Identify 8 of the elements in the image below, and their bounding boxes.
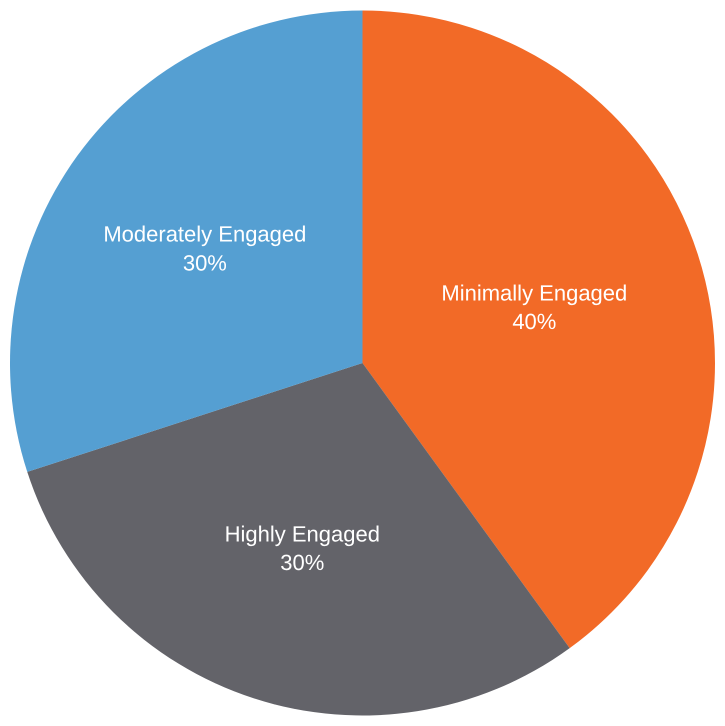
- slice-label: Highly Engaged: [224, 522, 380, 547]
- slice-label: Minimally Engaged: [441, 280, 628, 306]
- data-label: 40%: [512, 308, 556, 334]
- data-label: 30%: [182, 250, 227, 276]
- data-label: 30%: [280, 550, 324, 576]
- pie-slice: [10, 10, 362, 472]
- pie-slice: [27, 363, 570, 716]
- slice-label: Moderately Engaged: [103, 222, 306, 247]
